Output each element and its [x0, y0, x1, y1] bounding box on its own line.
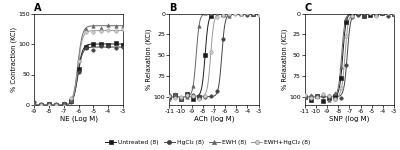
Y-axis label: % Relaxation (KCI): % Relaxation (KCI) — [146, 28, 152, 90]
Y-axis label: % Relaxation (KCI): % Relaxation (KCI) — [281, 28, 288, 90]
X-axis label: ACh (log M): ACh (log M) — [194, 116, 234, 122]
Text: B: B — [170, 3, 177, 13]
X-axis label: SNP (log M): SNP (log M) — [329, 116, 370, 122]
Text: C: C — [305, 3, 312, 13]
Y-axis label: % Contraction (KCI): % Contraction (KCI) — [10, 27, 17, 92]
Text: A: A — [34, 3, 42, 13]
Legend: Untreated (8), HgCl₂ (8), EWH (8), EWH+HgCl₂ (8): Untreated (8), HgCl₂ (8), EWH (8), EWH+H… — [103, 137, 313, 147]
X-axis label: NE (Log M): NE (Log M) — [60, 116, 98, 122]
